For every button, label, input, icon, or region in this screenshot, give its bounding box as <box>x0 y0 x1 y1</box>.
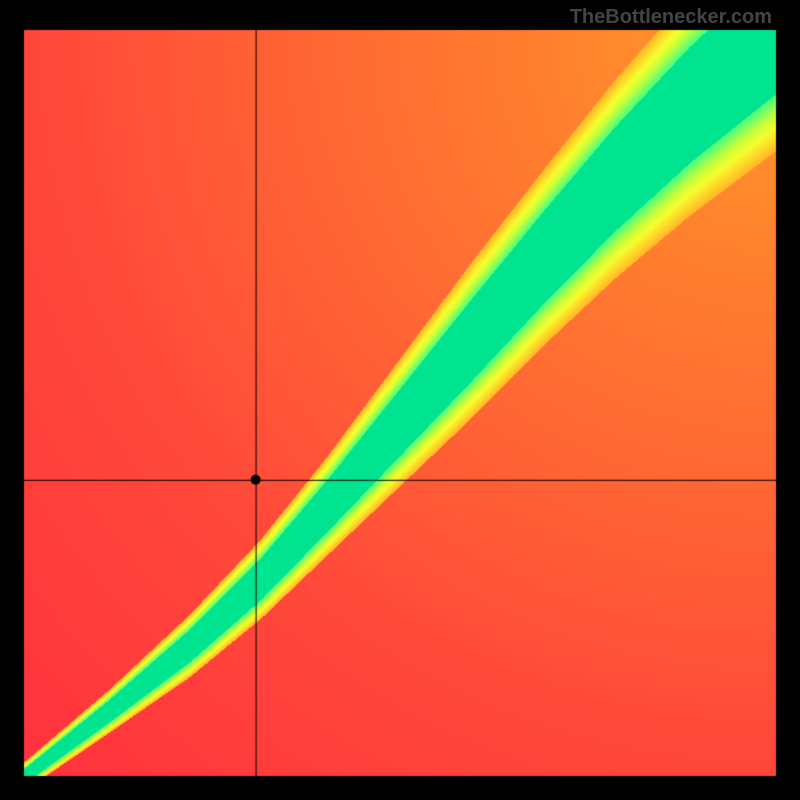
watermark-text: TheBottlenecker.com <box>570 6 772 29</box>
chart-container: TheBottlenecker.com <box>0 0 800 800</box>
heatmap-canvas <box>0 0 800 800</box>
